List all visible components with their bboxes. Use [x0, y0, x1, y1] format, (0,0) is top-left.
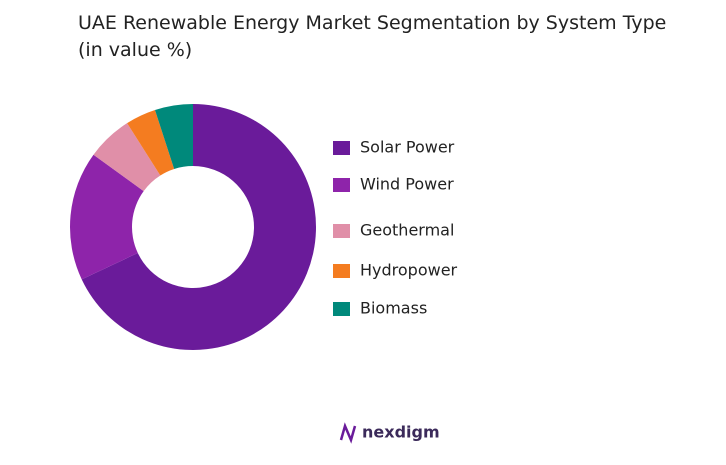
chart-title: UAE Renewable Energy Market Segmentation… — [78, 12, 667, 61]
legend-label: Solar Power — [360, 138, 455, 157]
donut-slice — [154, 104, 193, 169]
donut-slice — [70, 154, 144, 280]
legend-label: Hydropower — [360, 261, 458, 280]
legend-label: Wind Power — [360, 175, 454, 194]
logo-icon — [339, 422, 357, 444]
legend-swatch — [333, 178, 350, 192]
logo-text: nexdigm — [362, 423, 440, 442]
legend-swatch — [333, 141, 350, 155]
legend-swatch — [333, 302, 350, 316]
donut-slice — [127, 110, 175, 176]
legend-swatch — [333, 224, 350, 238]
legend-swatch — [333, 264, 350, 278]
donut-slice — [81, 104, 316, 350]
donut-slice — [93, 123, 161, 192]
legend-label: Biomass — [360, 299, 427, 318]
legend-label: Geothermal — [360, 221, 454, 240]
